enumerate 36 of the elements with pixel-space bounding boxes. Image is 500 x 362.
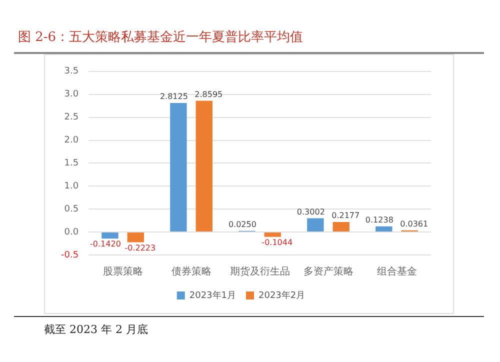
- x-tick-label: 股票策略: [102, 266, 143, 278]
- y-tick-label: 0.0: [64, 227, 79, 238]
- bar: [170, 102, 187, 232]
- text: 0.0250: [228, 220, 256, 229]
- bar: [196, 100, 212, 232]
- bar: [376, 226, 392, 232]
- y-tick-label: 3.5: [64, 66, 79, 77]
- text: 2.8125: [160, 92, 188, 102]
- bar: [264, 232, 281, 237]
- x-tick-label: 期货及衍生品: [230, 266, 290, 278]
- x-tick-label: 多资产策略: [303, 266, 354, 278]
- text: -0.1420: [90, 240, 121, 249]
- y-tick-label: 2.0: [64, 136, 79, 146]
- bar: [102, 232, 118, 239]
- y-tick-label: -0.5: [61, 250, 79, 260]
- y-tick-label: 2.5: [64, 112, 79, 123]
- y-tick-label: 1.5: [64, 158, 79, 169]
- text: 0.3002: [296, 207, 325, 216]
- legend-label: 2023年1月: [189, 290, 236, 301]
- bar: [127, 232, 144, 242]
- y-tick-label: 1.0: [64, 181, 79, 192]
- text: -0.2223: [124, 243, 156, 252]
- legend-label: 2023年2月: [258, 290, 306, 301]
- y-tick-label: 0.5: [64, 204, 79, 214]
- text: -0.1044: [262, 238, 293, 247]
- x-tick-label: 债券策略: [171, 266, 212, 278]
- text: 0.1238: [365, 215, 394, 224]
- text: 0.2177: [332, 211, 360, 220]
- text: 0.0361: [400, 219, 428, 228]
- y-tick-label: 3.0: [64, 90, 79, 100]
- bar: [332, 222, 350, 232]
- bar: [307, 218, 324, 232]
- x-tick-label: 组合基金: [376, 266, 417, 278]
- chart-title: 图 2-6：五大策略私募基金近一年夏普比率平均值: [18, 28, 304, 46]
- text: 截至 2023 年 2 月底: [44, 322, 148, 337]
- text: 2.8595: [194, 90, 223, 99]
